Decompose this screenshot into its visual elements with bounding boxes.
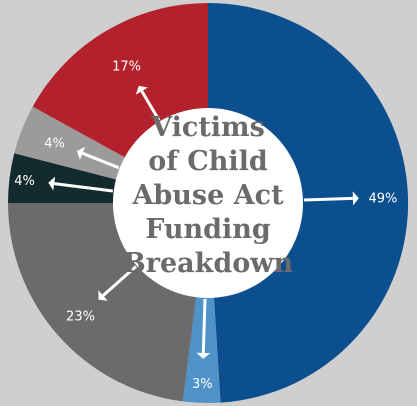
center-title-line: Abuse Act — [131, 180, 284, 211]
arrow-head — [76, 146, 86, 160]
arrow-head — [48, 176, 56, 191]
slice-label: 49% — [368, 192, 397, 207]
pie-slice — [182, 203, 221, 404]
slice-label: 3% — [192, 377, 213, 392]
arrows-group — [48, 85, 359, 359]
arrow-line — [102, 265, 137, 297]
slice-label: 4% — [14, 174, 35, 189]
arrow-head — [196, 352, 211, 359]
slice-label: 4% — [44, 136, 65, 151]
arrow-line — [201, 298, 207, 353]
center-disc — [113, 108, 303, 298]
arrow-line — [140, 90, 161, 122]
arrow-head — [135, 85, 148, 95]
center-title: Victims of Child Abuse Act Funding Break… — [123, 112, 294, 279]
arrow-line — [54, 182, 113, 193]
arrow-head — [352, 191, 359, 206]
pie-slice — [208, 2, 409, 403]
arrow-line — [303, 196, 353, 202]
center-title-line: Victims — [150, 112, 265, 143]
slice-label: 17% — [112, 59, 141, 74]
center-title-line: of Child — [148, 146, 268, 177]
center-title-line: Breakdown — [123, 248, 294, 279]
arrow-head — [98, 290, 108, 301]
labels-group: 49% 3% 23% 4% 4% 17% — [14, 59, 397, 392]
arrow-line — [81, 151, 120, 170]
center-title-line: Funding — [145, 214, 271, 245]
slice-label: 23% — [66, 309, 95, 324]
